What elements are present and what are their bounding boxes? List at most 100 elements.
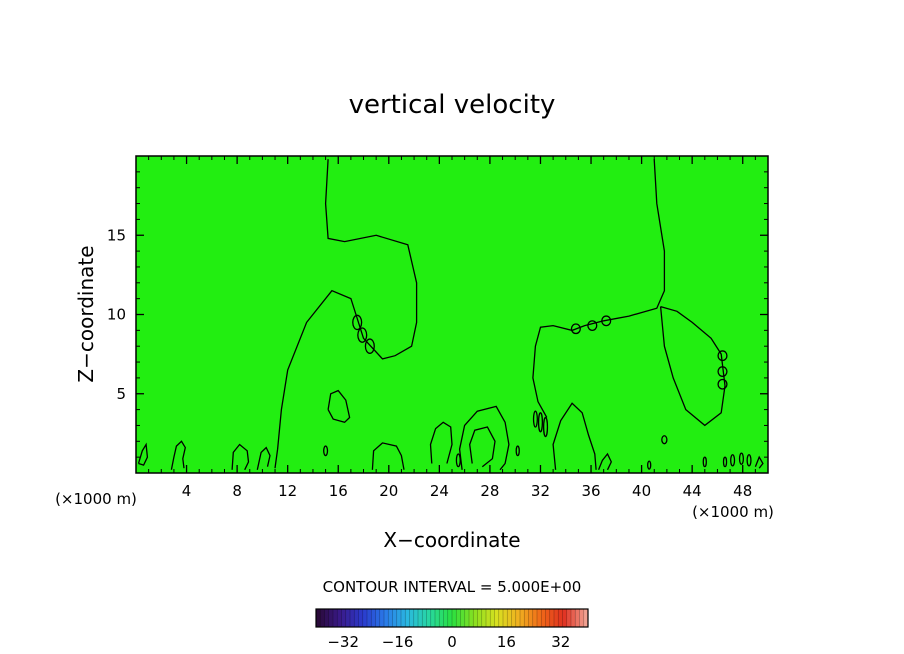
contour-line-8 (170, 440, 186, 470)
contour-loop-20 (746, 454, 752, 467)
colorbar-swatch (337, 609, 342, 627)
y-axis-ticks: 5 10 15 (107, 171, 768, 458)
contour-loop-12 (455, 453, 461, 468)
colorbar-swatch (371, 609, 376, 627)
contour-loop-5 (601, 315, 612, 327)
colorbar-swatch (320, 609, 325, 627)
colorbar-swatch (486, 609, 491, 627)
contour-loop-17 (722, 456, 728, 468)
colorbar-swatch (375, 609, 381, 627)
colorbar-swatch (537, 609, 542, 627)
colorbar-swatch (413, 609, 419, 627)
x-tick-label: 8 (232, 482, 242, 500)
colorbar-swatch (524, 609, 529, 627)
colorbar-swatch (430, 609, 436, 627)
x-tick-label: 20 (379, 482, 398, 500)
colorbar-swatch (473, 609, 478, 627)
colorbar-swatch (396, 609, 402, 627)
colorbar-swatch (388, 609, 393, 627)
colorbar-swatch (358, 609, 364, 627)
colorbar-tick-label: −32 (327, 633, 359, 651)
colorbar-swatch (324, 609, 330, 627)
colorbar-swatch (439, 609, 444, 627)
colorbar-swatch (507, 609, 512, 627)
colorbar-swatch (350, 609, 355, 627)
contour-loop-10 (537, 412, 544, 433)
colorbar-swatch (345, 609, 351, 627)
colorbar-swatch (367, 609, 372, 627)
colorbar-swatch (422, 609, 427, 627)
contour-loop-21 (647, 460, 652, 470)
x-tick-label: 24 (430, 482, 449, 500)
x-axis-label: X−coordinate (383, 528, 520, 552)
plot-area (136, 156, 768, 473)
contour-loop-1 (357, 327, 368, 343)
colorbar-swatch (354, 609, 359, 627)
contour-line-1 (532, 159, 666, 418)
colorbar-swatch (328, 609, 334, 627)
contour-line-14 (754, 455, 764, 469)
contour-loop-19 (738, 452, 745, 465)
colorbar-swatch (443, 609, 449, 627)
contour-loop-0 (352, 314, 363, 331)
colorbar (315, 608, 589, 628)
x-tick-label: 48 (733, 482, 752, 500)
y-tick-label: 10 (107, 306, 126, 324)
contour-loop-3 (570, 323, 581, 335)
x-tick-label: 36 (581, 482, 600, 500)
colorbar-tick-label: 0 (447, 633, 457, 651)
contour-line-3 (327, 389, 351, 424)
contour-lines (137, 159, 764, 471)
contour-line-10 (256, 446, 271, 470)
colorbar-swatch (571, 609, 576, 627)
x-tick-label: 28 (480, 482, 499, 500)
contour-interval-text: CONTOUR INTERVAL = 5.000E+00 (323, 578, 582, 596)
colorbar-swatch (528, 609, 534, 627)
colorbar-swatch (575, 609, 580, 627)
colorbar-swatch (494, 609, 500, 627)
colorbar-swatch (562, 609, 568, 627)
contour-line-13 (597, 452, 613, 471)
colorbar-swatch (341, 609, 347, 627)
colorbar-tick-label: 16 (497, 633, 516, 651)
contour-line-4 (458, 405, 510, 471)
contour-loop-4 (587, 320, 598, 331)
x-tick-label: 12 (278, 482, 297, 500)
y-axis-label: Z−coordinate (74, 245, 98, 382)
y-tick-label: 15 (107, 226, 126, 244)
colorbar-swatch (333, 609, 338, 627)
contour-line-9 (231, 443, 250, 471)
contour-loop-9 (532, 410, 538, 428)
contour-line-11 (371, 442, 405, 470)
x-tick-label: 32 (531, 482, 550, 500)
colorbar-swatch (532, 609, 538, 627)
colorbar-swatch (558, 609, 563, 627)
colorbar-swatch (392, 609, 398, 627)
contour-loop-16 (702, 456, 707, 468)
colorbar-swatch (554, 609, 559, 627)
contour-loop-15 (661, 435, 668, 445)
colorbar-swatch (418, 609, 423, 627)
contour-line-12 (429, 421, 453, 464)
colorbar-swatch (409, 609, 415, 627)
colorbar-swatch (456, 609, 461, 627)
colorbar-swatch (316, 609, 321, 627)
contour-loop-6 (717, 350, 728, 362)
x-unit-label-left: (×1000 m) (55, 490, 137, 508)
chart-title: vertical velocity (349, 90, 556, 120)
colorbar-frame (315, 608, 589, 628)
x-axis-ticks: 4 8 12 16 20 24 28 32 36 40 44 48 (148, 156, 756, 500)
contour-line-7 (137, 442, 149, 466)
colorbar-swatch (426, 609, 432, 627)
x-tick-label: 44 (683, 482, 702, 500)
contour-loop-2 (364, 338, 375, 354)
colorbar-tick-label: 32 (551, 633, 570, 651)
colorbar-swatch (545, 609, 551, 627)
colorbar-swatch (549, 609, 555, 627)
colorbar-swatch (464, 609, 470, 627)
x-unit-label-right: (×1000 m) (692, 503, 774, 521)
colorbar-swatch (362, 609, 368, 627)
colorbar-swatch (541, 609, 546, 627)
colorbar-swatch (435, 609, 440, 627)
